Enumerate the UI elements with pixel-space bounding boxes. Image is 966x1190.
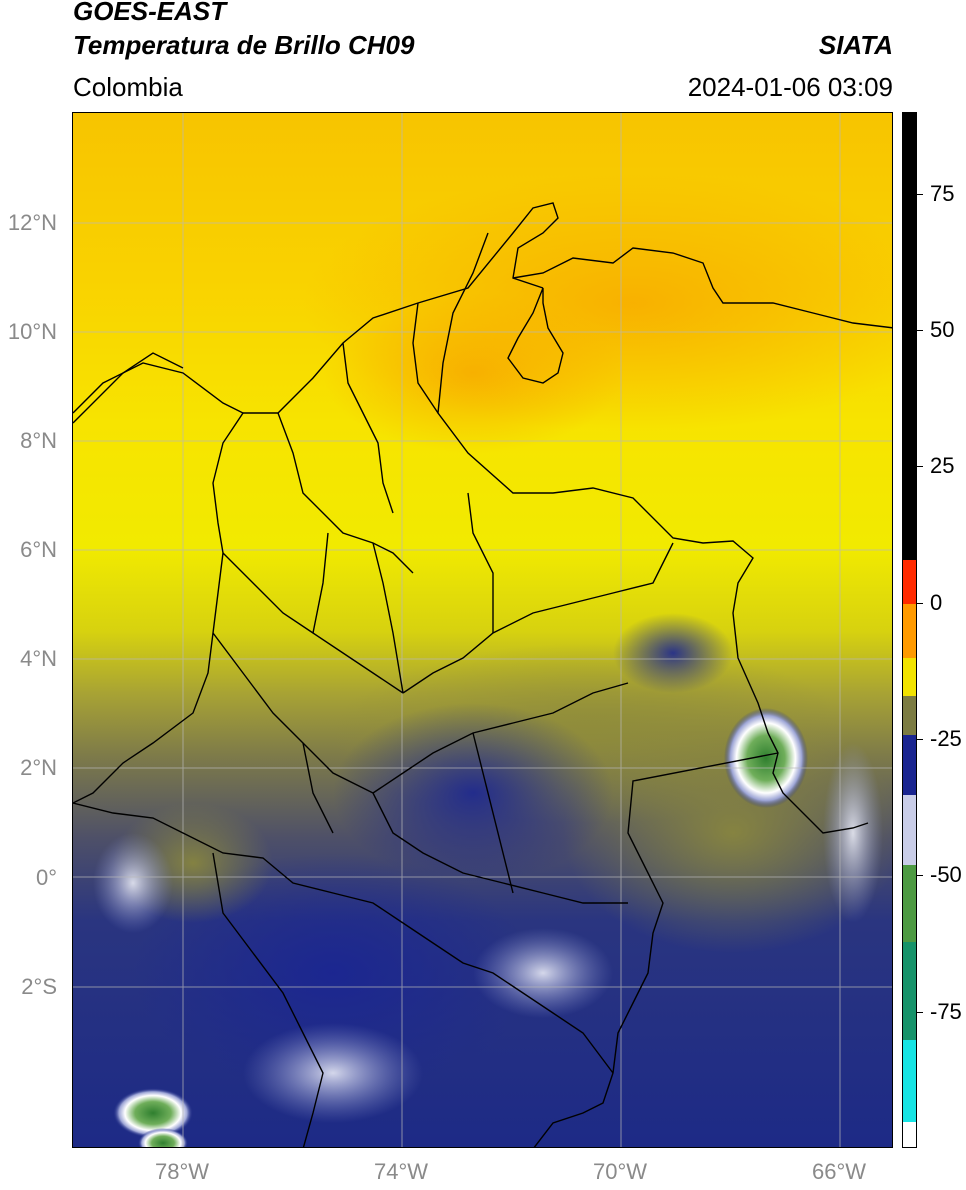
convective-core bbox=[138, 1128, 188, 1147]
product-title: Temperatura de Brillo CH09 bbox=[73, 30, 415, 60]
colorbar-segment bbox=[903, 941, 916, 1040]
colorbar-segment bbox=[903, 696, 916, 735]
lat-label: 2°S bbox=[21, 974, 57, 999]
cold-cloud bbox=[333, 703, 613, 883]
lon-label: 66°W bbox=[811, 1159, 867, 1184]
cold-cloud-top bbox=[823, 743, 883, 923]
cold-cloud-top bbox=[93, 833, 173, 933]
colorbar-segment bbox=[903, 560, 916, 604]
source-label: SIATA bbox=[818, 30, 893, 60]
colorbar-segment bbox=[903, 1121, 916, 1147]
colorbar-tick bbox=[917, 1011, 923, 1013]
satellite-map bbox=[72, 112, 893, 1148]
satellite-title: GOES-EAST bbox=[73, 0, 227, 26]
lat-label: 12°N bbox=[7, 210, 57, 235]
warm-caribbean-area bbox=[323, 293, 623, 453]
colorbar-tick-label: -25 bbox=[930, 726, 962, 752]
convective-core bbox=[113, 1088, 193, 1138]
colorbar-tick-label: 25 bbox=[930, 453, 955, 479]
colorbar-tick bbox=[917, 602, 923, 604]
colorbar-segment bbox=[903, 658, 916, 697]
colorbar-tick bbox=[917, 330, 923, 332]
country-borders bbox=[73, 202, 892, 1147]
colorbar-tick bbox=[917, 466, 923, 468]
cloud-band bbox=[563, 713, 892, 953]
convective-cell bbox=[724, 708, 808, 808]
timestamp-label: 2024-01-06 03:09 bbox=[687, 72, 893, 102]
colorbar-segment bbox=[903, 113, 916, 561]
colorbar-segment bbox=[903, 734, 916, 795]
cold-cloud-top bbox=[473, 928, 613, 1018]
lon-label: 70°W bbox=[592, 1159, 648, 1184]
lat-label: 4°N bbox=[20, 646, 57, 671]
lat-label: 6°N bbox=[20, 537, 57, 562]
colorbar-tick bbox=[917, 875, 923, 877]
colorbar-segment bbox=[903, 865, 916, 942]
colorbar-segment bbox=[903, 603, 916, 659]
colorbar-segment bbox=[903, 1039, 916, 1122]
region-label: Colombia bbox=[73, 72, 183, 102]
colorbar-segment bbox=[903, 794, 916, 866]
colorbar-tick-label: 0 bbox=[930, 589, 943, 615]
colorbar-tick bbox=[917, 739, 923, 741]
colorbar-tick-label: 50 bbox=[930, 317, 955, 343]
graticule bbox=[73, 113, 892, 1147]
colorbar bbox=[902, 112, 917, 1148]
cold-cloud-top bbox=[243, 1023, 423, 1123]
lat-label: 0° bbox=[35, 865, 57, 890]
lon-label: 78°W bbox=[154, 1159, 210, 1184]
colorbar-tick-label: 75 bbox=[930, 180, 955, 206]
lon-label: 74°W bbox=[373, 1159, 429, 1184]
colorbar-tick-label: -50 bbox=[930, 862, 962, 888]
lat-label: 10°N bbox=[7, 319, 57, 344]
lat-label: 2°N bbox=[20, 755, 57, 780]
brightness-temperature-field bbox=[73, 113, 892, 1147]
lat-label: 8°N bbox=[20, 428, 57, 453]
cold-cloud bbox=[613, 613, 733, 693]
colorbar-tick bbox=[917, 193, 923, 195]
colorbar-tick-label: -75 bbox=[930, 998, 962, 1024]
